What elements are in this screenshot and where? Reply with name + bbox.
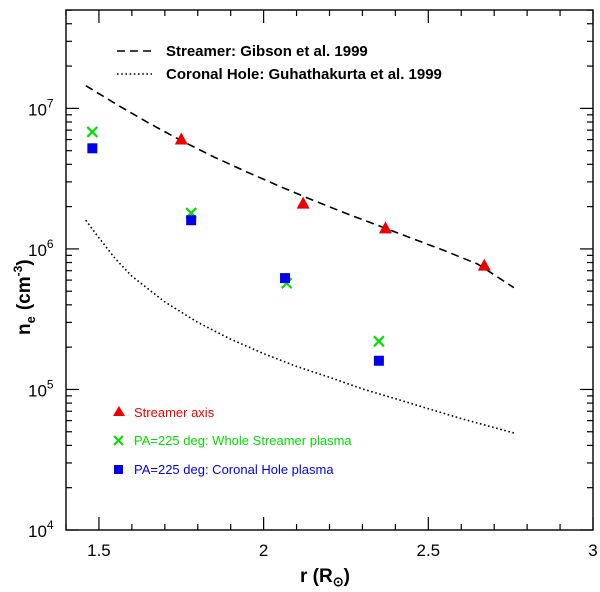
x-tick-label: 2 bbox=[259, 541, 268, 560]
data-points bbox=[86, 126, 491, 366]
model-curves bbox=[85, 85, 515, 434]
coronal-hole-point bbox=[373, 355, 384, 366]
streamer-axis-point bbox=[174, 132, 188, 145]
legend-marker-whole-streamer bbox=[113, 435, 124, 446]
whole-streamer-point bbox=[373, 335, 385, 348]
x-tick-labels: 1.5 2 2.5 3 bbox=[87, 541, 598, 560]
y-tick-label: 106 bbox=[28, 237, 54, 260]
legend-label-streamer: Streamer: Gibson et al. 1999 bbox=[166, 43, 368, 60]
y-tick-label: 104 bbox=[28, 518, 54, 541]
legend-label-streamer-axis: Streamer axis bbox=[134, 405, 215, 420]
legend-label-coronal-hole-plasma: PA=225 deg: Coronal Hole plasma bbox=[134, 462, 334, 477]
x-tick-label: 2.5 bbox=[416, 541, 440, 560]
x-tick-label: 3 bbox=[588, 541, 597, 560]
coronal-hole-point bbox=[186, 215, 197, 226]
marker-legend: Streamer axis PA=225 deg: Whole Streamer… bbox=[113, 405, 352, 477]
x-tick-label: 1.5 bbox=[87, 541, 111, 560]
legend-label-coronal-hole: Coronal Hole: Guhathakurta et al. 1999 bbox=[166, 66, 442, 83]
streamer-axis-point bbox=[477, 258, 491, 271]
y-axis-title: ne(cm-3) bbox=[11, 259, 38, 335]
legend-marker-coronal-hole bbox=[114, 465, 123, 474]
coronal-hole-model-curve bbox=[85, 219, 515, 434]
y-tick-label: 105 bbox=[28, 377, 54, 400]
legend-label-whole-streamer: PA=225 deg: Whole Streamer plasma bbox=[134, 433, 352, 448]
streamer-model-curve bbox=[85, 85, 515, 289]
y-tick-label: 107 bbox=[28, 96, 54, 119]
streamer-axis-point bbox=[296, 196, 310, 209]
plot-frame bbox=[65, 9, 594, 531]
line-legend: Streamer: Gibson et al. 1999 Coronal Hol… bbox=[117, 43, 442, 83]
legend-marker-streamer-axis bbox=[113, 406, 125, 416]
coronal-hole-point bbox=[87, 143, 98, 154]
x-axis-title: r (R⊙) bbox=[300, 566, 350, 589]
y-tick-labels: 104 105 106 107 bbox=[28, 96, 54, 541]
axis-ticks bbox=[65, 9, 594, 531]
streamer-axis-point bbox=[378, 221, 392, 234]
coronal-hole-point bbox=[280, 273, 291, 284]
whole-streamer-point bbox=[86, 126, 99, 138]
